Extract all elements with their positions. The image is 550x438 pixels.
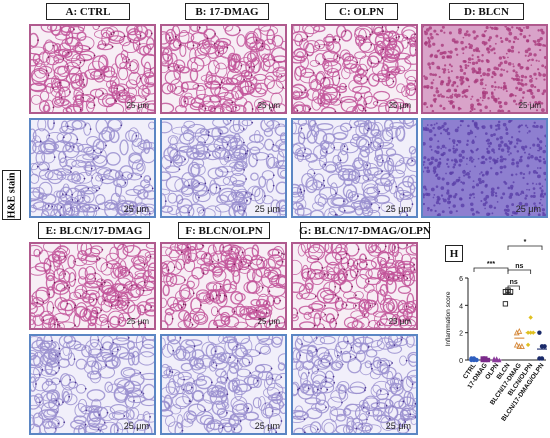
- tissue-17dmag-high: [162, 120, 285, 216]
- tissue-17dmag-low: [162, 26, 285, 112]
- data-point: [542, 344, 547, 349]
- micrograph-olpn-low: 25 μm: [291, 24, 418, 114]
- micrograph-blcn-17dmag-high: 25 μm: [29, 334, 156, 435]
- micrograph-blcn-17dmag-low: 25 μm: [29, 242, 156, 330]
- micrograph-blcn-17dmag-olpn-low: 25 μm: [291, 242, 418, 330]
- micrograph-17dmag-high: 25 μm: [160, 118, 287, 218]
- tissue-olpn-high: [293, 120, 416, 216]
- panel-label-d: D: BLCN: [449, 3, 524, 20]
- stain-label-text: H&E stain: [6, 172, 17, 218]
- significance-bracket: [473, 267, 509, 272]
- data-point: [516, 327, 523, 334]
- micrograph-olpn-high: 25 μm: [291, 118, 418, 218]
- micrograph-17dmag-low: 25 μm: [160, 24, 287, 114]
- tissue-ctrl-low: [31, 26, 154, 112]
- significance-bracket: [507, 285, 520, 290]
- scale-bar-label: 25 μm: [385, 204, 411, 214]
- scale-bar-label: 25 μm: [126, 101, 149, 110]
- data-point: [519, 343, 525, 349]
- y-tick-label: 4: [459, 303, 463, 310]
- tissue-blcn-olpn-low: [162, 244, 285, 328]
- scale-bar-label: 25 μm: [388, 317, 411, 326]
- significance-bracket: [507, 269, 532, 274]
- panel-label-c: C: OLPN: [325, 3, 398, 20]
- panel-label-g: G: BLCN/17-DMAG/OLPN: [299, 222, 431, 239]
- significance-label: *: [524, 239, 527, 246]
- micrograph-blcn-olpn-low: 25 μm: [160, 242, 287, 330]
- panel-label-h: H: [445, 245, 463, 262]
- tissue-olpn-low: [293, 26, 416, 112]
- panel-label-a: A: CTRL: [46, 3, 130, 20]
- scale-bar-label: 25 μm: [515, 204, 541, 214]
- micrograph-ctrl-high: 25 μm: [29, 118, 156, 218]
- data-point: [528, 315, 533, 320]
- significance-label: ***: [487, 261, 495, 268]
- scale-bar-label: 25 μm: [388, 101, 411, 110]
- data-point: [537, 330, 542, 335]
- panel-label-b: B: 17-DMAG: [185, 3, 269, 20]
- significance-label: ns: [515, 263, 523, 270]
- significance-label: ns: [510, 279, 518, 286]
- scale-bar-label: 25 μm: [123, 421, 149, 431]
- scale-bar-label: 25 μm: [257, 101, 280, 110]
- tissue-blcn-17dmag-olpn-low: [293, 244, 416, 328]
- significance-bracket: [507, 245, 543, 250]
- data-point: [502, 301, 509, 307]
- y-tick-label: 6: [459, 276, 463, 283]
- tissue-blcn-17dmag-olpn-high: [293, 336, 416, 433]
- panel-label-f: F: BLCN/OLPN: [178, 222, 270, 239]
- y-tick-label: 0: [459, 358, 463, 365]
- micrograph-blcn-high: 25 μm: [421, 118, 548, 218]
- scale-bar-label: 25 μm: [254, 204, 280, 214]
- stain-side-label: H&E stain: [2, 170, 21, 220]
- micrograph-blcn-low: 25 μm: [421, 24, 548, 114]
- tissue-blcn-high: [423, 120, 546, 216]
- scale-bar-label: 25 μm: [518, 101, 541, 110]
- micrograph-ctrl-low: 25 μm: [29, 24, 156, 114]
- scale-bar-label: 25 μm: [123, 204, 149, 214]
- data-point: [480, 356, 485, 361]
- tissue-blcn-olpn-high: [162, 336, 285, 433]
- tissue-ctrl-high: [31, 120, 154, 216]
- panel-label-e: E: BLCN/17-DMAG: [38, 222, 150, 239]
- y-axis-label: Inflammation score: [445, 291, 452, 346]
- tissue-blcn-17dmag-high: [31, 336, 154, 433]
- scale-bar-label: 25 μm: [126, 317, 149, 326]
- scale-bar-label: 25 μm: [385, 421, 411, 431]
- tissue-blcn-17dmag-low: [31, 244, 154, 328]
- data-point: [483, 356, 488, 361]
- data-point: [525, 342, 531, 348]
- scale-bar-label: 25 μm: [254, 421, 280, 431]
- data-point: [513, 341, 520, 348]
- scale-bar-label: 25 μm: [257, 317, 280, 326]
- data-point: [539, 356, 545, 361]
- tissue-blcn-low: [423, 26, 546, 112]
- y-tick-label: 2: [459, 331, 463, 338]
- micrograph-blcn-olpn-high: 25 μm: [160, 334, 287, 435]
- micrograph-blcn-17dmag-olpn-high: 25 μm: [291, 334, 418, 435]
